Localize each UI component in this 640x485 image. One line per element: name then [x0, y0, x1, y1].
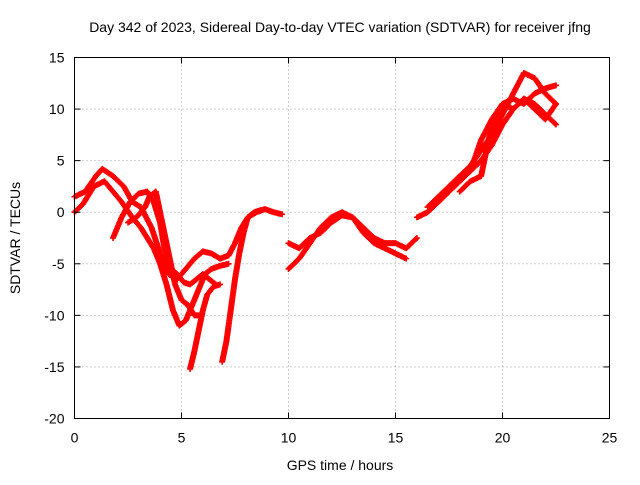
data-point	[217, 281, 224, 288]
data-point	[553, 121, 559, 128]
y-tick-label: 0	[57, 204, 65, 220]
data-point	[257, 207, 264, 214]
x-tick-label: 0	[71, 430, 79, 446]
x-tick-label: 5	[178, 430, 186, 446]
series-track-11	[435, 82, 559, 205]
x-tick-label: 10	[281, 430, 297, 446]
data-point	[552, 102, 559, 109]
series-track-2	[71, 178, 232, 329]
data-point	[225, 260, 232, 267]
x-tick-label: 25	[602, 430, 618, 446]
data-point	[413, 235, 420, 241]
y-tick-label: -15	[44, 359, 64, 375]
y-tick-label: -5	[52, 256, 65, 272]
chart-title: Day 342 of 2023, Sidereal Day-to-day VTE…	[89, 19, 591, 35]
series-track-5	[187, 281, 224, 372]
data-points	[71, 69, 559, 372]
data-point	[553, 100, 559, 107]
y-tick-label: 15	[49, 50, 65, 66]
series-track-4	[125, 188, 204, 319]
axis-ticks: 0 5 10 15 20 25 -20 -15 -10 -5 0 5 10 15	[44, 50, 617, 446]
y-tick-label: -20	[44, 411, 64, 427]
y-tick-label: -10	[44, 307, 64, 323]
series-track-6	[219, 207, 264, 365]
plot-frame	[74, 57, 610, 419]
data-point	[551, 120, 558, 127]
series-track-12	[456, 95, 559, 195]
x-tick-label: 15	[388, 430, 404, 446]
y-axis-title: SDTVAR / TECUs	[7, 182, 23, 294]
data-point	[403, 255, 410, 262]
y-tick-label: 10	[49, 101, 65, 117]
data-point	[553, 82, 559, 89]
x-axis-title: GPS time / hours	[287, 457, 394, 473]
y-tick-label: 5	[57, 153, 65, 169]
data-point	[279, 211, 286, 218]
data-point	[412, 236, 419, 243]
series-track-8	[285, 212, 410, 262]
x-tick-label: 20	[495, 430, 511, 446]
